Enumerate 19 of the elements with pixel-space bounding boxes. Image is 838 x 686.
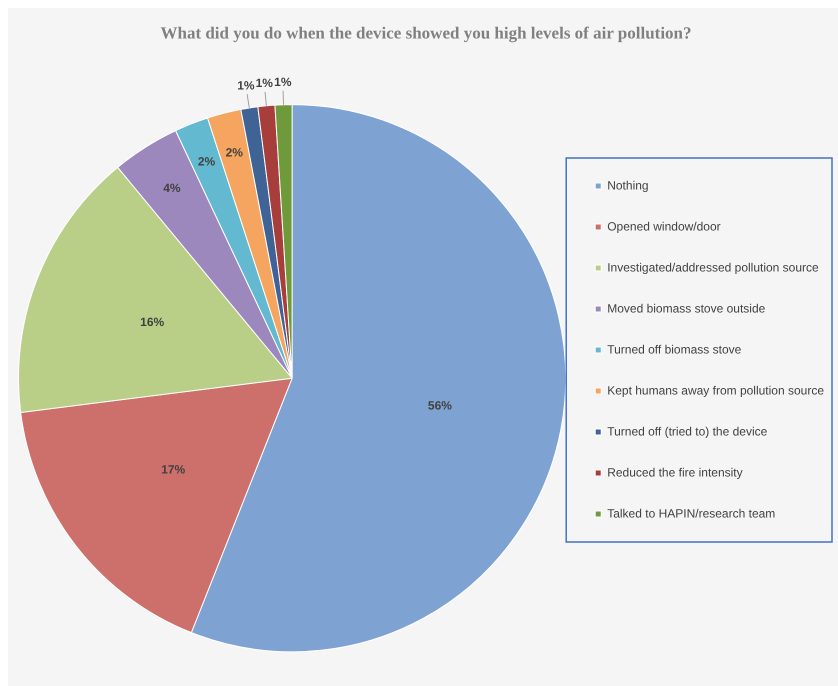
legend-label: Opened window/door — [607, 219, 721, 234]
legend-label: Reduced the fire intensity — [607, 465, 743, 480]
legend-label: Turned off (tried to) the device — [607, 424, 768, 438]
legend-label: Turned off biomass stove — [607, 342, 742, 356]
legend-label: Kept humans away from pollution source — [607, 383, 824, 398]
legend-label: Nothing — [607, 178, 649, 192]
chart-title: What did you do when the device showed you high levels of air pollution? — [160, 24, 692, 43]
data-label: 1% — [237, 78, 255, 93]
data-label: 4% — [163, 181, 181, 196]
legend-label: Investigated/addressed pollution source — [607, 260, 820, 274]
data-label: 56% — [428, 398, 452, 413]
data-label: 2% — [226, 145, 244, 160]
data-label: 1% — [256, 76, 274, 90]
legend-label: Talked to HAPIN/research team — [607, 506, 776, 520]
legend-label: Moved biomass stove outside — [607, 301, 766, 316]
data-label: 17% — [161, 462, 186, 477]
data-label: 2% — [198, 154, 216, 168]
data-label: 16% — [140, 315, 165, 330]
data-label: 1% — [274, 75, 292, 90]
